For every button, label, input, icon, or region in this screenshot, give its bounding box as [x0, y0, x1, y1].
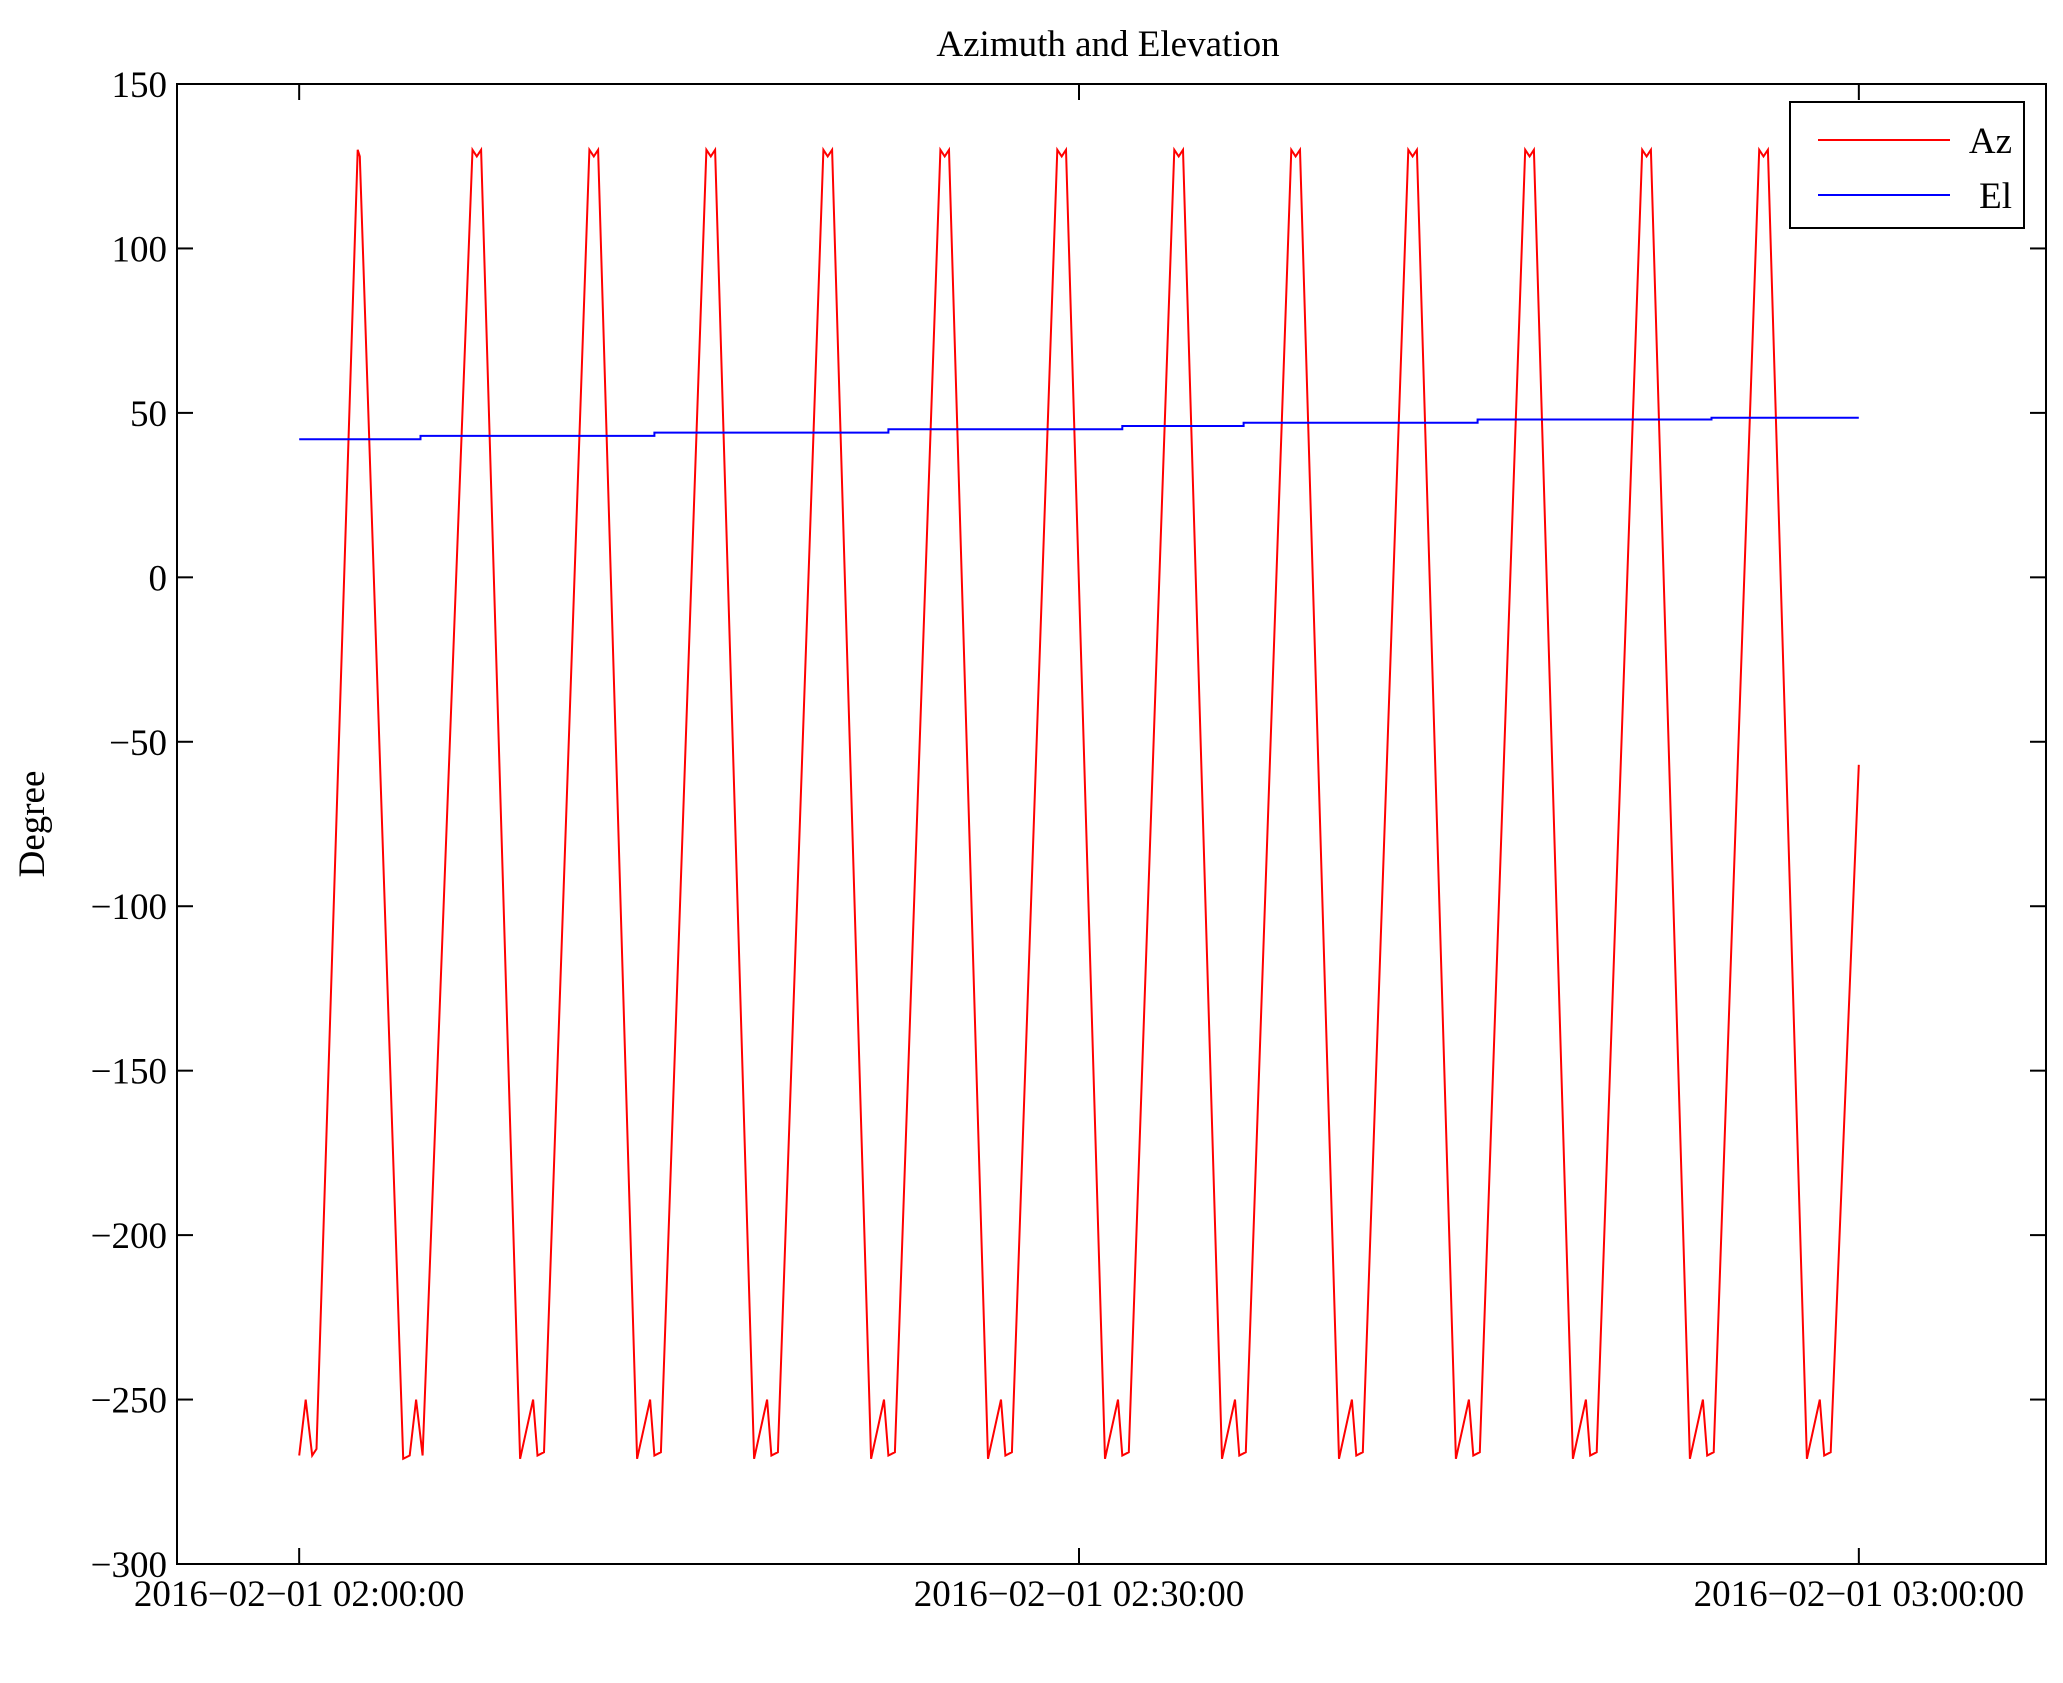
series-line-el	[299, 416, 1859, 441]
y-tick-label: −250	[91, 1381, 167, 1422]
x-tick-label: 2016−02−01 03:00:00	[1694, 1574, 2025, 1615]
legend-label-az: Az	[1969, 121, 2012, 162]
y-tick-label: −50	[109, 723, 167, 764]
legend: Az El	[1789, 101, 2025, 229]
y-axis: 150 100 50 0 −50 −100 −150 −200 −250 −300	[91, 65, 2046, 1586]
chart-title: Azimuth and Elevation	[936, 24, 1279, 65]
legend-label-el: El	[1979, 176, 2012, 217]
y-tick-label: −200	[91, 1216, 167, 1257]
legend-box	[1789, 101, 2025, 229]
plot-area-frame	[176, 83, 2047, 1565]
x-tick-label: 2016−02−01 02:00:00	[134, 1574, 465, 1615]
x-axis: 2016−02−01 02:00:00 2016−02−01 02:30:00 20…	[134, 84, 2024, 1615]
y-tick-label: −150	[91, 1052, 167, 1093]
x-tick-label: 2016−02−01 02:30:00	[914, 1574, 1245, 1615]
y-tick-label: 50	[130, 394, 167, 435]
series-layer	[298, 146, 1860, 1461]
y-tick-label: 150	[112, 65, 168, 106]
y-tick-label: −100	[91, 887, 167, 928]
y-tick-label: 100	[112, 229, 168, 270]
y-tick-label: −300	[91, 1545, 167, 1586]
y-tick-label: 0	[149, 558, 168, 599]
y-axis-label: Degree	[12, 771, 53, 878]
series-line-az	[298, 146, 1860, 1461]
